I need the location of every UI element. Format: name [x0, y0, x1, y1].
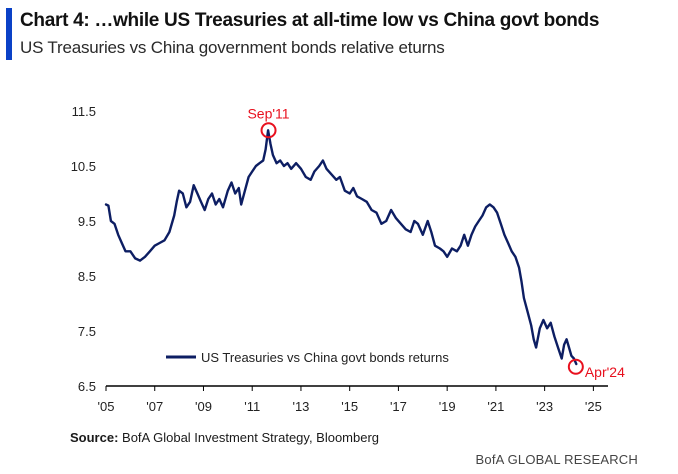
- y-tick-label: 10.5: [71, 159, 96, 174]
- x-tick-label: '21: [487, 399, 504, 414]
- y-tick-label: 6.5: [78, 379, 96, 394]
- series-line: [104, 129, 578, 366]
- source-text: BofA Global Investment Strategy, Bloombe…: [122, 430, 380, 445]
- x-tick-label: '07: [146, 399, 163, 414]
- x-tick-label: '05: [98, 399, 115, 414]
- x-tick-label: '17: [390, 399, 407, 414]
- research-credit: BofA GLOBAL RESEARCH: [475, 452, 638, 467]
- legend-label: US Treasuries vs China govt bonds return…: [201, 350, 449, 365]
- chart-title: Chart 4: …while US Treasuries at all-tim…: [20, 10, 600, 31]
- title-accent-bar: [6, 8, 12, 60]
- x-tick-label: '13: [292, 399, 309, 414]
- annotation-label: Sep'11: [247, 105, 289, 121]
- source-note: Source: BofA Global Investment Strategy,…: [70, 430, 379, 445]
- x-tick-label: '25: [585, 399, 602, 414]
- annotation-circle: [260, 122, 277, 139]
- chart-subtitle: US Treasuries vs China government bonds …: [20, 38, 445, 57]
- x-tick-label: '15: [341, 399, 358, 414]
- source-label: Source:: [70, 430, 119, 445]
- annotation-circle: [567, 358, 584, 375]
- y-tick-label: 9.5: [78, 214, 96, 229]
- y-tick-label: 11.5: [72, 104, 96, 119]
- annotation-label: Apr'24: [585, 364, 625, 380]
- y-tick-label: 8.5: [78, 269, 96, 284]
- x-tick-label: '09: [195, 399, 212, 414]
- x-tick-label: '23: [536, 399, 553, 414]
- x-tick-label: '19: [439, 399, 456, 414]
- x-tick-label: '11: [244, 399, 260, 414]
- y-tick-label: 7.5: [78, 324, 96, 339]
